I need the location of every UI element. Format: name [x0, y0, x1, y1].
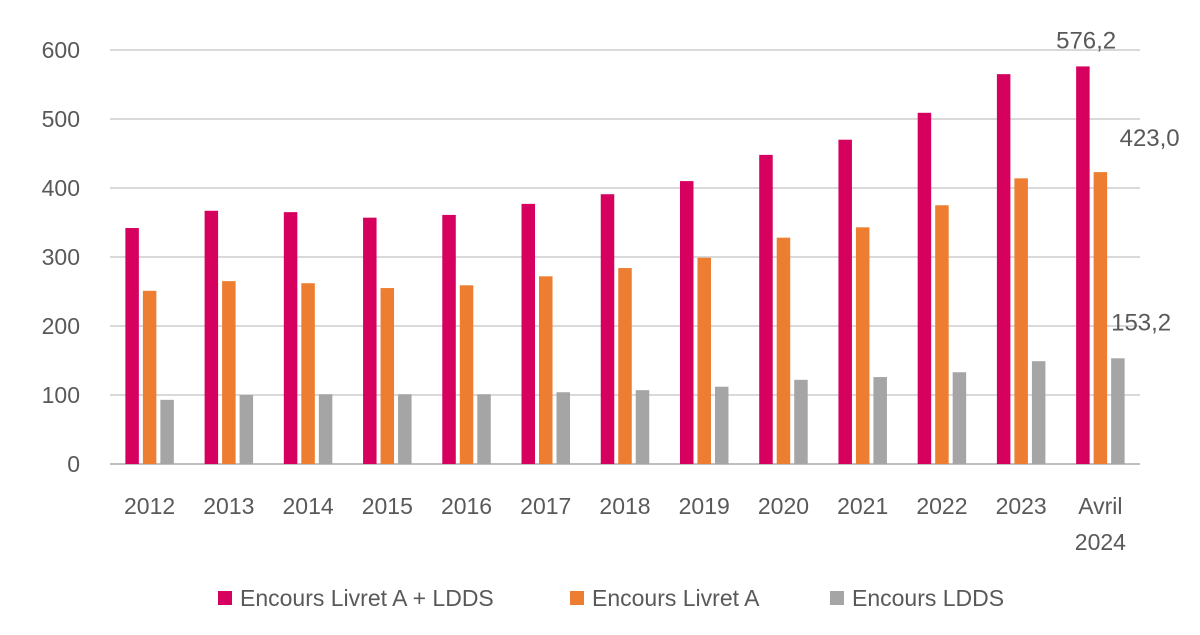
- bar: [125, 228, 139, 464]
- bar: [283, 212, 298, 464]
- x-tick-label: 2013: [203, 493, 254, 519]
- bar: [363, 217, 377, 464]
- x-tick-label: 2016: [441, 493, 492, 519]
- bar: [873, 377, 887, 464]
- bar: [222, 281, 236, 464]
- legend-label: Encours LDDS: [852, 585, 1004, 611]
- bar: [442, 214, 456, 464]
- y-tick-label: 500: [42, 106, 80, 132]
- x-tick-label: Avril: [1078, 493, 1122, 519]
- x-tick-label: 2015: [362, 493, 413, 519]
- bar: [380, 288, 395, 464]
- bar: [142, 290, 157, 464]
- data-label: 153,2: [1111, 309, 1171, 336]
- bar: [618, 268, 632, 464]
- y-tick-label: 600: [42, 37, 80, 63]
- bar: [459, 285, 474, 464]
- bar: [539, 276, 553, 464]
- x-tick-label: 2023: [996, 493, 1047, 519]
- x-tick-label: 2021: [837, 493, 888, 519]
- bar: [239, 395, 254, 464]
- bar: [714, 386, 729, 464]
- bar: [301, 283, 315, 464]
- bar: [697, 257, 711, 464]
- data-label: 423,0: [1120, 125, 1180, 152]
- y-tick-label: 200: [42, 313, 80, 339]
- bar: [635, 390, 650, 464]
- bar: [318, 394, 333, 464]
- x-tick-label: 2022: [916, 493, 967, 519]
- y-tick-label: 300: [42, 244, 80, 270]
- legend-swatch: [218, 591, 232, 605]
- y-tick-label: 400: [42, 175, 80, 201]
- x-tick-label: 2018: [599, 493, 650, 519]
- x-tick-label: 2020: [758, 493, 809, 519]
- x-tick-label: 2012: [124, 493, 175, 519]
- bar: [855, 227, 870, 464]
- x-tick-label: 2019: [679, 493, 730, 519]
- x-tick-label: 2014: [282, 493, 333, 519]
- legend-swatch: [830, 591, 844, 605]
- data-label: 576,2: [1056, 27, 1116, 54]
- y-tick-label: 100: [42, 382, 80, 408]
- bar: [917, 112, 932, 464]
- bar: [952, 372, 967, 464]
- bar: [838, 139, 852, 464]
- legend-label: Encours Livret A: [592, 585, 760, 611]
- bar: [1111, 358, 1125, 464]
- bar: [1014, 178, 1028, 464]
- x-tick-label: 2024: [1075, 529, 1126, 555]
- bar: [1093, 172, 1108, 464]
- bar: [794, 379, 808, 464]
- bar: [1031, 361, 1046, 464]
- bar: [521, 203, 536, 464]
- bar: [935, 205, 949, 464]
- bar: [776, 237, 791, 464]
- bar: [398, 394, 412, 464]
- bar: [204, 210, 219, 464]
- bar: [759, 154, 773, 464]
- bar: [556, 392, 571, 464]
- y-tick-label: 0: [67, 451, 80, 477]
- bar: [679, 181, 694, 464]
- x-tick-label: 2017: [520, 493, 571, 519]
- bar: [477, 394, 491, 464]
- bar: [996, 74, 1011, 465]
- bar: [600, 194, 615, 464]
- legend-swatch: [570, 591, 584, 605]
- bar: [160, 399, 174, 464]
- bar: [1076, 66, 1090, 464]
- legend-label: Encours Livret A + LDDS: [240, 585, 494, 611]
